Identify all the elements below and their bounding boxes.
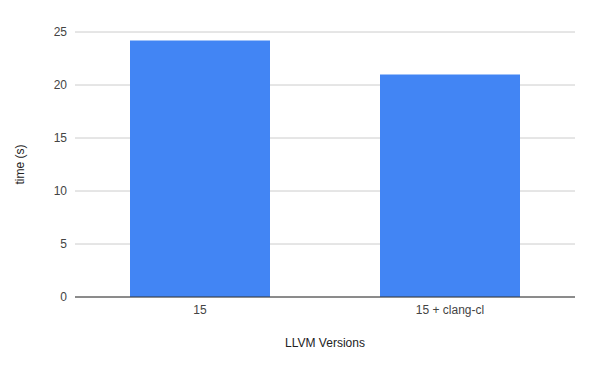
svg-text:15: 15 bbox=[54, 131, 68, 145]
svg-text:25: 25 bbox=[54, 25, 68, 39]
svg-text:LLVM Versions: LLVM Versions bbox=[285, 336, 365, 350]
svg-text:0: 0 bbox=[60, 290, 67, 304]
svg-text:5: 5 bbox=[60, 237, 67, 251]
svg-text:time (s): time (s) bbox=[13, 145, 27, 185]
svg-text:20: 20 bbox=[54, 78, 68, 92]
svg-text:15 + clang-cl: 15 + clang-cl bbox=[416, 303, 484, 317]
svg-text:15: 15 bbox=[193, 303, 207, 317]
svg-text:10: 10 bbox=[54, 184, 68, 198]
